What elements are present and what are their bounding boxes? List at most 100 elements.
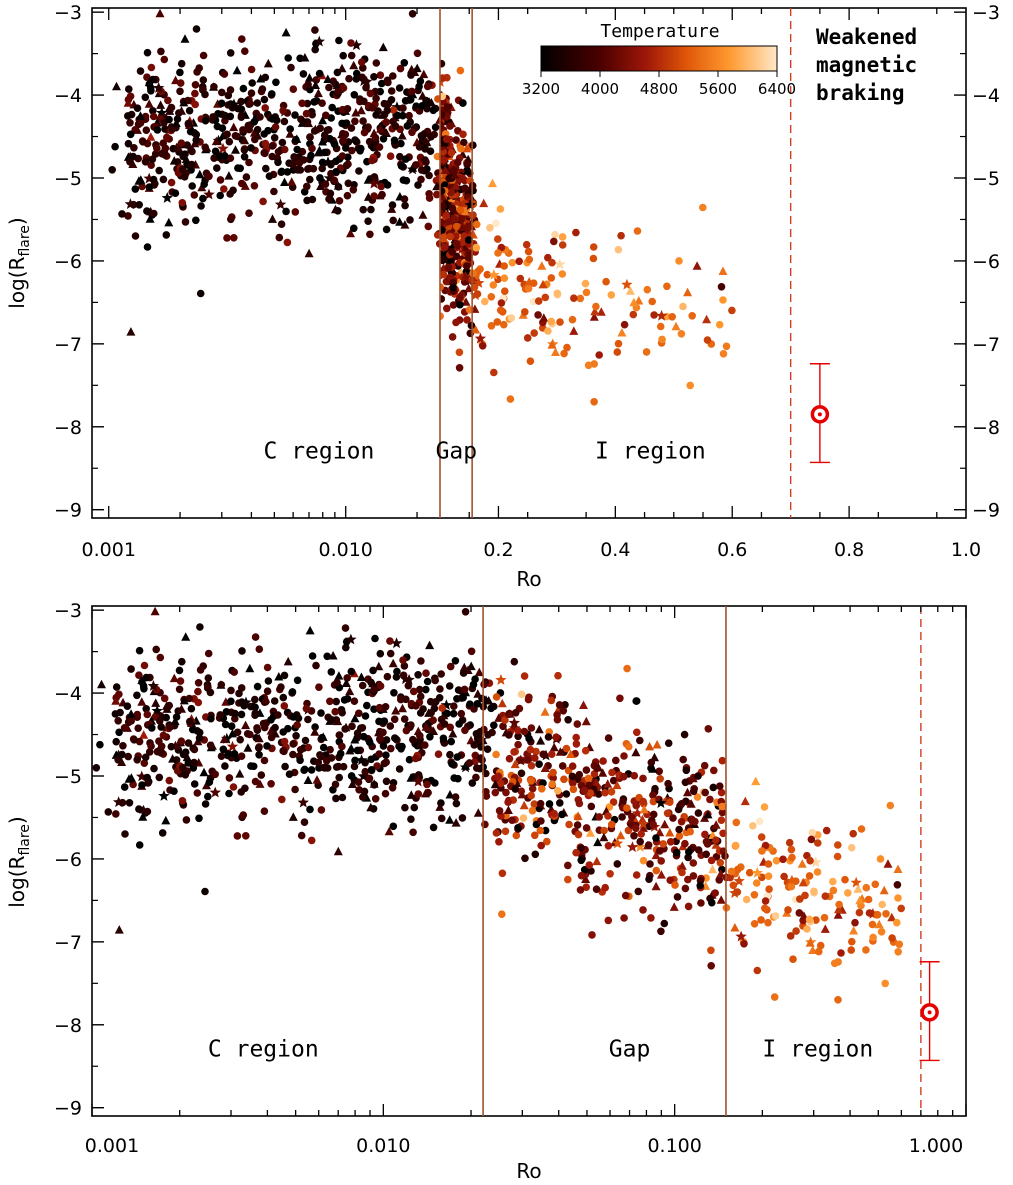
bottom-plot-frame: [91, 605, 967, 1117]
data-point-circle: [643, 285, 652, 294]
data-point-circle: [494, 249, 502, 257]
data-point-circle: [452, 232, 460, 241]
data-point-circle: [251, 709, 260, 718]
data-point-circle: [360, 787, 369, 796]
data-point-circle: [338, 793, 347, 802]
data-point-star: [313, 35, 325, 47]
data-point-circle: [440, 202, 448, 210]
data-point-circle: [135, 841, 144, 849]
data-point-circle: [555, 701, 564, 709]
data-point-circle: [440, 111, 446, 119]
data-point-triangle: [740, 796, 750, 806]
data-point-triangle: [253, 131, 263, 140]
data-point-circle: [702, 850, 710, 859]
data-point-circle: [153, 144, 161, 152]
data-point-circle: [393, 667, 401, 676]
data-point-circle: [672, 848, 681, 857]
data-point-circle: [352, 137, 360, 145]
data-point-triangle: [366, 802, 376, 812]
data-point-circle: [191, 100, 199, 109]
data-point-circle: [733, 865, 742, 874]
data-point-circle: [253, 724, 261, 732]
data-point-circle: [505, 754, 514, 763]
data-point-circle: [396, 152, 404, 161]
data-point-circle: [133, 691, 141, 700]
data-point-circle: [177, 59, 186, 68]
data-point-circle: [141, 158, 150, 166]
data-point-circle: [587, 802, 596, 811]
data-point-circle: [524, 284, 533, 293]
data-point-circle: [750, 920, 759, 928]
top-points-gap-i-side: [440, 59, 736, 406]
data-point-circle: [349, 186, 358, 194]
data-point-circle: [237, 111, 246, 120]
data-point-circle: [267, 780, 275, 788]
data-point-circle: [220, 152, 229, 160]
data-point-circle: [240, 146, 249, 154]
data-point-star: [390, 637, 403, 649]
data-point-circle: [669, 814, 677, 822]
data-point-circle: [115, 690, 123, 699]
data-point-circle: [308, 110, 317, 119]
data-point-circle: [830, 959, 839, 968]
data-point-circle: [253, 99, 262, 107]
data-point-circle: [278, 795, 286, 804]
data-point-circle: [297, 831, 306, 840]
data-point-circle: [354, 778, 363, 786]
data-point-circle: [582, 824, 591, 832]
data-point-circle: [544, 253, 552, 262]
data-point-circle: [196, 666, 205, 674]
data-point-circle: [274, 711, 282, 719]
data-point-circle: [247, 65, 256, 74]
data-point-circle: [601, 788, 609, 797]
data-point-circle: [157, 723, 165, 731]
data-point-circle: [607, 291, 616, 299]
data-point-triangle: [461, 761, 470, 770]
data-point-circle: [523, 756, 532, 764]
data-point-circle: [270, 697, 279, 705]
data-point-circle: [682, 766, 691, 775]
data-point-circle: [753, 966, 762, 975]
data-point-circle: [649, 810, 658, 819]
data-point-triangle: [112, 81, 121, 91]
data-point-triangle: [313, 88, 323, 98]
bottom-c-region-label: C region: [208, 1036, 319, 1062]
data-point-circle: [699, 203, 707, 212]
data-point-circle: [440, 226, 446, 234]
data-point-circle: [481, 297, 489, 306]
data-point-circle: [260, 95, 269, 104]
data-point-circle: [719, 296, 727, 304]
data-point-circle: [176, 677, 185, 685]
data-point-triangle: [263, 58, 273, 68]
data-point-circle: [423, 677, 432, 686]
data-point-circle: [416, 709, 425, 717]
y-tick-label-right: −4: [972, 85, 1000, 107]
data-point-triangle: [261, 694, 271, 703]
y-tick-label: −9: [54, 1098, 82, 1120]
data-point-circle: [193, 789, 202, 797]
data-point-triangle: [202, 780, 211, 790]
data-point-circle: [348, 722, 356, 731]
data-point-circle: [194, 679, 203, 687]
data-point-triangle: [539, 313, 549, 322]
data-point-circle: [140, 661, 149, 670]
data-point-circle: [216, 191, 224, 200]
y-tick-label: −5: [54, 766, 82, 788]
data-point-circle: [673, 893, 682, 901]
y-tick-label: −3: [54, 600, 82, 622]
data-point-triangle: [589, 312, 599, 321]
data-point-circle: [281, 762, 289, 771]
data-point-circle: [160, 694, 169, 703]
data-point-circle: [237, 752, 246, 760]
data-point-triangle: [625, 286, 635, 295]
data-point-circle: [210, 83, 218, 91]
data-point-circle: [320, 148, 329, 157]
data-point-circle: [455, 364, 464, 372]
data-point-circle: [387, 744, 395, 753]
data-point-circle: [625, 742, 633, 751]
data-point-circle: [409, 828, 417, 837]
y-tick-label-right: −9: [972, 500, 1000, 522]
colorbar-tick-label: 4000: [581, 80, 619, 98]
data-point-circle: [343, 674, 352, 682]
data-point-triangle: [406, 773, 416, 782]
